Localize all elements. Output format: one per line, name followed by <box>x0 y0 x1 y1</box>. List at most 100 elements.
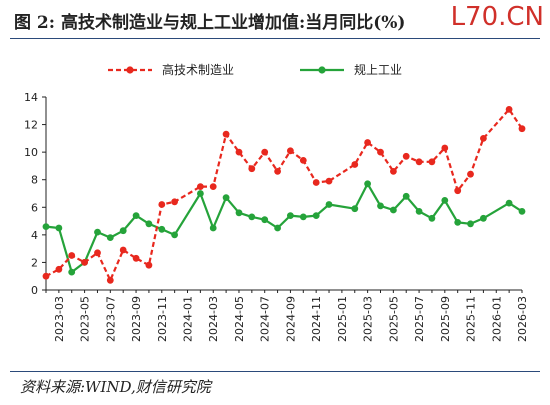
data-point <box>377 148 384 156</box>
watermark: L70.CN <box>450 2 544 32</box>
data-point <box>209 183 217 191</box>
x-tick-label: 2023-09 <box>130 296 143 342</box>
data-point <box>68 268 76 276</box>
x-tick-label: 2025-11 <box>465 296 478 342</box>
data-point <box>119 227 127 235</box>
legend-label: 高技术制造业 <box>162 62 234 77</box>
chart-title: 图 2: 高技术制造业与规上工业增加值:当月同比(%) <box>14 13 406 33</box>
data-point <box>145 261 153 269</box>
data-point <box>171 231 179 239</box>
data-point <box>441 144 449 152</box>
data-point <box>158 225 166 233</box>
source-note: 资料来源:WIND,财信研究院 <box>20 378 211 396</box>
legend-marker <box>126 66 134 74</box>
data-point <box>312 179 320 186</box>
legend-item-industry: 规上工业 <box>300 62 402 77</box>
data-point <box>325 177 333 185</box>
data-point <box>119 246 127 254</box>
x-tick-label: 2025-01 <box>336 296 349 342</box>
y-tick-label: 10 <box>24 146 38 159</box>
x-tick-label: 2024-05 <box>233 296 246 342</box>
data-point <box>415 208 423 215</box>
data-point <box>505 106 513 113</box>
data-point <box>364 180 371 188</box>
data-point <box>480 135 487 142</box>
data-point <box>428 214 436 222</box>
data-point <box>106 234 114 242</box>
legend-item-hightech: 高技术制造业 <box>108 62 234 77</box>
data-point <box>428 158 436 166</box>
data-point <box>364 139 371 146</box>
data-point <box>274 168 281 175</box>
y-tick-label: 8 <box>31 174 38 187</box>
series-layer <box>42 106 526 284</box>
data-point <box>299 157 307 164</box>
data-point <box>454 187 462 195</box>
x-tick-label: 2023-07 <box>104 296 117 342</box>
x-tick-label: 2024-09 <box>284 296 297 342</box>
data-point <box>235 148 243 156</box>
x-tick-label: 2024-07 <box>259 296 272 342</box>
data-point <box>467 170 474 178</box>
series-industry <box>42 180 526 276</box>
title-divider <box>10 38 540 39</box>
x-tick-label: 2024-01 <box>182 296 195 342</box>
x-tick-label: 2023-11 <box>156 296 169 342</box>
data-point <box>518 208 526 215</box>
data-point <box>171 198 179 206</box>
series-hightech <box>42 106 526 284</box>
data-point <box>68 252 76 259</box>
data-point <box>55 224 63 232</box>
data-point <box>351 161 359 168</box>
data-point <box>351 205 359 213</box>
x-tick-label: 2024-11 <box>310 296 323 342</box>
data-point <box>145 220 153 228</box>
y-tick-label: 6 <box>31 201 38 214</box>
series-line <box>45 182 523 274</box>
x-tick-label: 2025-05 <box>387 296 400 342</box>
line-chart: 高技术制造业 规上工业 0 2 4 6 8 10 12 14 2023-03 2023-05 2023… <box>24 62 529 342</box>
data-point <box>402 152 410 160</box>
data-point <box>441 197 449 204</box>
data-point <box>325 201 333 208</box>
x-tick-label: 2025-07 <box>413 296 426 342</box>
data-point <box>390 206 397 214</box>
data-point <box>505 199 513 207</box>
title-bar: 图 2: 高技术制造业与规上工业增加值:当月同比(%) L70.CN <box>0 0 550 40</box>
data-point <box>287 212 294 220</box>
data-point <box>467 220 474 228</box>
data-point <box>248 213 256 221</box>
x-tick-label: 2025-03 <box>362 296 375 342</box>
data-point <box>299 213 307 221</box>
data-point <box>415 158 423 166</box>
data-point <box>81 259 88 266</box>
x-tick-label: 2024-03 <box>207 296 220 342</box>
data-point <box>106 276 114 284</box>
data-point <box>132 212 140 220</box>
y-tick-label: 0 <box>31 284 38 297</box>
data-point <box>248 165 256 173</box>
data-point <box>55 265 63 273</box>
series-line <box>45 108 523 282</box>
data-point <box>274 224 281 232</box>
y-tick-label: 2 <box>31 256 38 269</box>
data-point <box>222 130 230 138</box>
y-tick-label: 4 <box>31 229 38 242</box>
data-point <box>132 254 140 262</box>
data-point <box>235 209 243 217</box>
data-point <box>402 192 410 200</box>
data-point <box>287 147 294 155</box>
data-point <box>377 202 384 210</box>
data-point <box>518 125 526 133</box>
chart-legend: 高技术制造业 规上工业 <box>108 62 402 77</box>
chart-axes: 0 2 4 6 8 10 12 14 2023-03 2023-05 2023-07 2023-09 2… <box>24 91 529 342</box>
x-tick-label: 2023-05 <box>79 296 92 342</box>
y-tick-label: 12 <box>24 119 38 132</box>
data-point <box>158 201 166 208</box>
data-point <box>42 223 50 231</box>
data-point <box>197 183 204 191</box>
data-point <box>197 190 204 197</box>
x-tick-label: 2026-03 <box>516 296 529 342</box>
data-point <box>94 228 101 236</box>
y-tick-label: 14 <box>24 91 38 104</box>
